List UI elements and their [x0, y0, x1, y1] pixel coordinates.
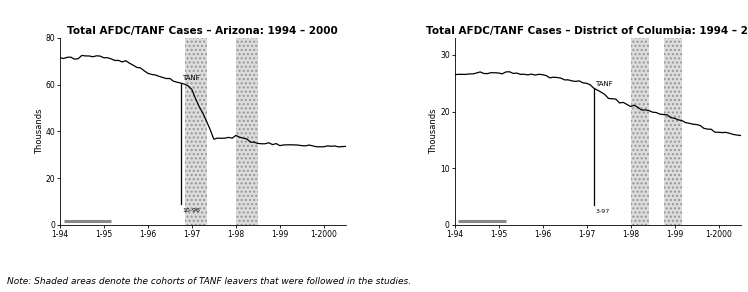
Text: 3-97: 3-97: [595, 209, 610, 214]
Bar: [236, 38, 258, 225]
Text: TANF: TANF: [595, 81, 613, 87]
Bar: [236, 38, 258, 225]
Text: Note: Shaded areas denote the cohorts of TANF leavers that were followed in the : Note: Shaded areas denote the cohorts of…: [7, 277, 411, 286]
Bar: [631, 38, 649, 225]
Bar: [663, 38, 682, 225]
Title: Total AFDC/TANF Cases – Arizona: 1994 – 2000: Total AFDC/TANF Cases – Arizona: 1994 – …: [67, 26, 338, 36]
Bar: [663, 38, 682, 225]
Text: TANF: TANF: [183, 75, 200, 81]
Bar: [185, 38, 206, 225]
Y-axis label: Thousands: Thousands: [429, 109, 438, 154]
Text: 10-96: 10-96: [183, 208, 200, 213]
Bar: [631, 38, 649, 225]
Title: Total AFDC/TANF Cases – District of Columbia: 1994 – 2000: Total AFDC/TANF Cases – District of Colu…: [426, 26, 748, 36]
Y-axis label: Thousands: Thousands: [35, 109, 44, 154]
Bar: [185, 38, 206, 225]
